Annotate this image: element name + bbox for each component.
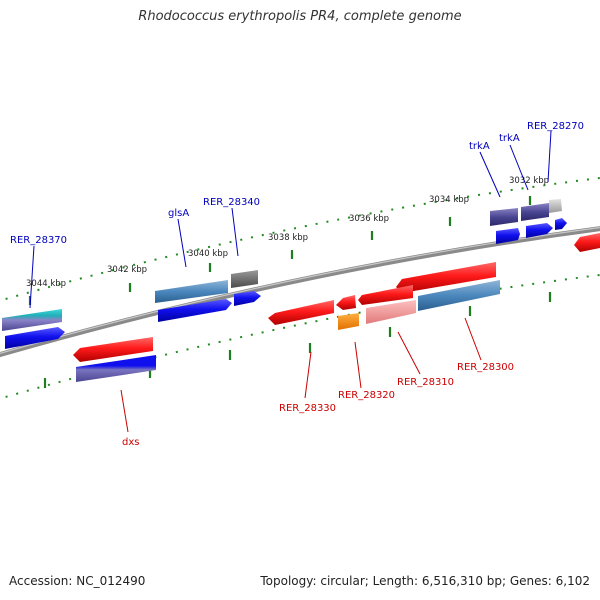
tick-label-3038: 3038 kbp xyxy=(268,233,308,243)
tick-label-3034: 3034 kbp xyxy=(429,195,469,205)
tick-label-3032: 3032 kbp xyxy=(509,176,549,186)
gene-label-trka-1[interactable]: trkA xyxy=(499,133,520,144)
inner-dotted-track xyxy=(0,274,600,400)
gene-label-rer-28370[interactable]: RER_28370 xyxy=(10,235,67,246)
tick-label-3040: 3040 kbp xyxy=(188,249,228,259)
gene-plus-cluster-left[interactable] xyxy=(2,309,65,349)
gene-plus-cluster-middle[interactable] xyxy=(155,270,261,322)
genome-backbone xyxy=(0,226,600,358)
accession-text: Accession: NC_012490 xyxy=(9,574,146,588)
gene-plus-cluster-right[interactable] xyxy=(490,199,567,244)
gene-label-rer-28340[interactable]: RER_28340 xyxy=(203,197,260,208)
gene-label-rer-28330[interactable]: RER_28330 xyxy=(279,403,336,414)
label-leaders-plus xyxy=(29,130,552,309)
tick-label-3042: 3042 kbp xyxy=(107,265,147,275)
gene-minus-cluster-right[interactable] xyxy=(268,233,600,330)
topology-text: Topology: circular; Length: 6,516,310 bp… xyxy=(260,574,590,588)
gene-label-trka-2[interactable]: trkA xyxy=(469,141,490,152)
tick-label-3036: 3036 kbp xyxy=(349,214,389,224)
tick-label-3044: 3044 kbp xyxy=(26,279,66,289)
outer-dotted-track xyxy=(0,177,600,302)
genome-title: Rhodococcus erythropolis PR4, complete g… xyxy=(138,9,462,24)
gene-label-rer-28300[interactable]: RER_28300 xyxy=(457,362,514,373)
gene-label-rer-28270[interactable]: RER_28270 xyxy=(527,121,584,132)
gene-label-rer-28320[interactable]: RER_28320 xyxy=(338,390,395,401)
label-leaders-minus xyxy=(120,317,482,433)
gene-label-dxs[interactable]: dxs xyxy=(122,437,139,448)
major-ticks xyxy=(28,196,532,305)
gene-label-glsa[interactable]: glsA xyxy=(168,208,189,219)
gene-minus-cluster-left[interactable] xyxy=(73,337,156,382)
gene-label-rer-28310[interactable]: RER_28310 xyxy=(397,377,454,388)
